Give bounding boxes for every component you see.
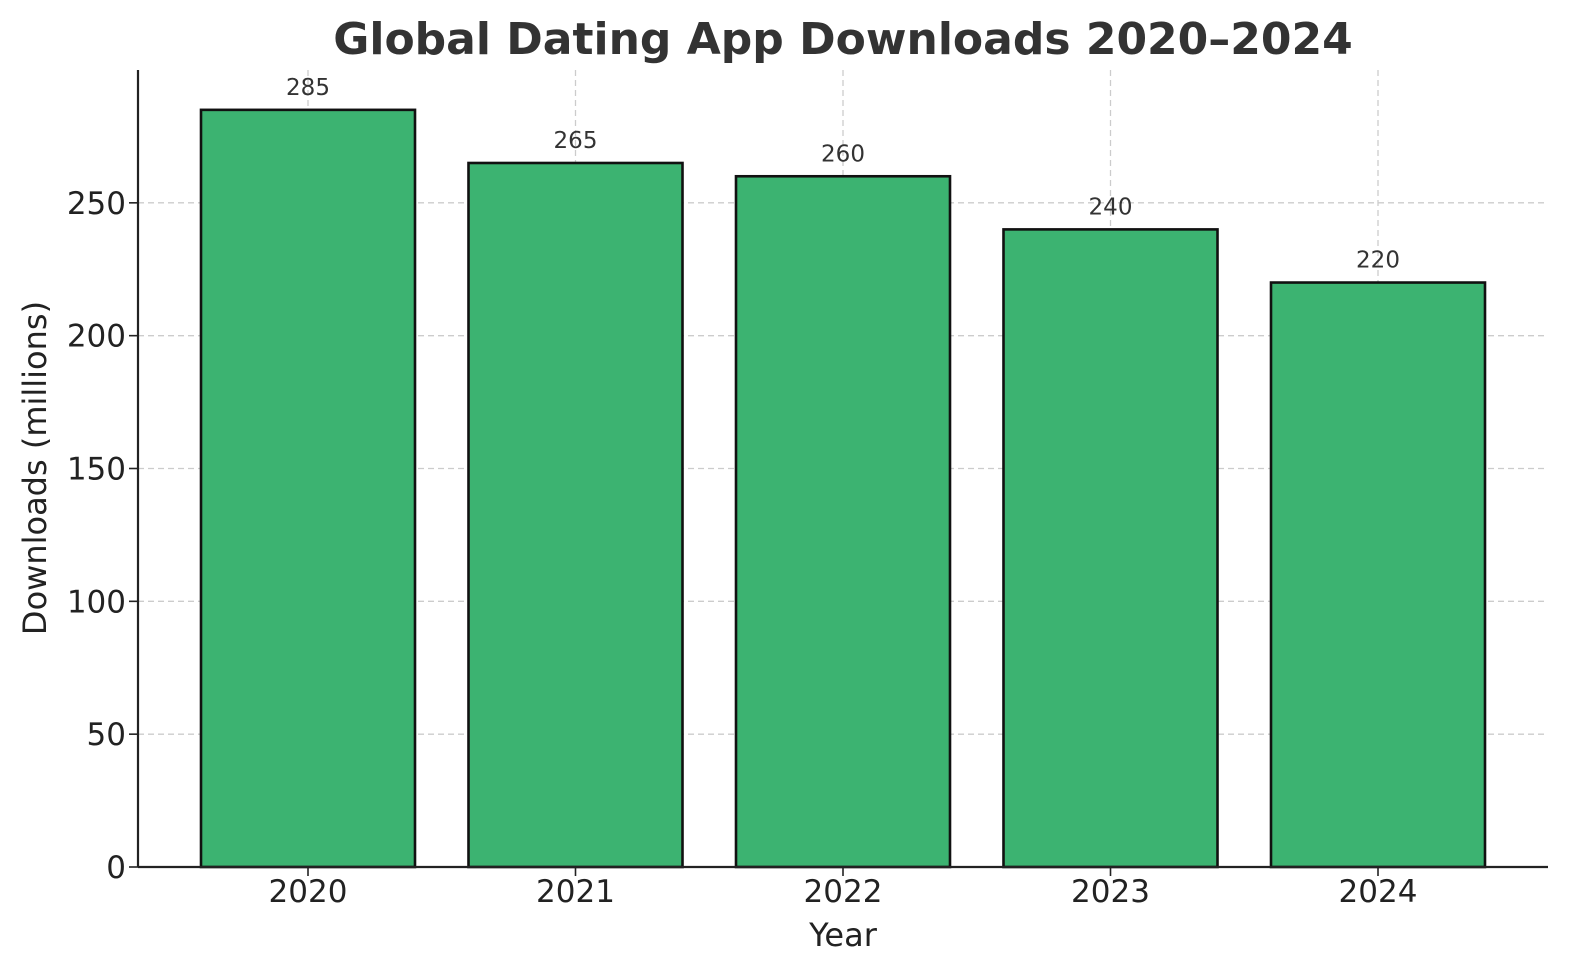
y-axis-title: Downloads (millions): [16, 301, 54, 635]
chart-title: Global Dating App Downloads 2020–2024: [333, 14, 1353, 65]
x-tick-label: 2022: [804, 874, 883, 910]
y-tick-label: 200: [67, 319, 126, 355]
y-tick-label: 0: [106, 850, 126, 886]
y-tick-label: 150: [67, 452, 126, 488]
bar-2024: [1269, 281, 1487, 869]
bars: [199, 108, 1487, 869]
bar-2020: [199, 108, 417, 869]
data-label-2024: 220: [1356, 248, 1400, 274]
x-tick-label: 2024: [1339, 874, 1418, 910]
tick-labels: 0 50 100 150 200 250 2020 2021 2022 2023 2024: [67, 186, 1418, 910]
y-tick-label: 50: [87, 717, 126, 753]
data-label-2023: 240: [1089, 194, 1133, 220]
data-label-2021: 265: [554, 128, 598, 154]
x-tick-label: 2021: [536, 874, 615, 910]
x-axis-title: Year: [808, 916, 878, 954]
x-tick-label: 2020: [269, 874, 348, 910]
bar-2021: [467, 161, 684, 869]
data-label-2020: 285: [286, 75, 330, 101]
y-tick-label: 100: [67, 584, 126, 620]
y-tick-label: 250: [67, 186, 126, 222]
data-labels: 285 265 260 240 220: [286, 75, 1400, 274]
bar-2022: [734, 174, 952, 869]
bar-2023: [1002, 228, 1219, 869]
data-label-2022: 260: [821, 141, 865, 167]
x-tick-label: 2023: [1071, 874, 1150, 910]
